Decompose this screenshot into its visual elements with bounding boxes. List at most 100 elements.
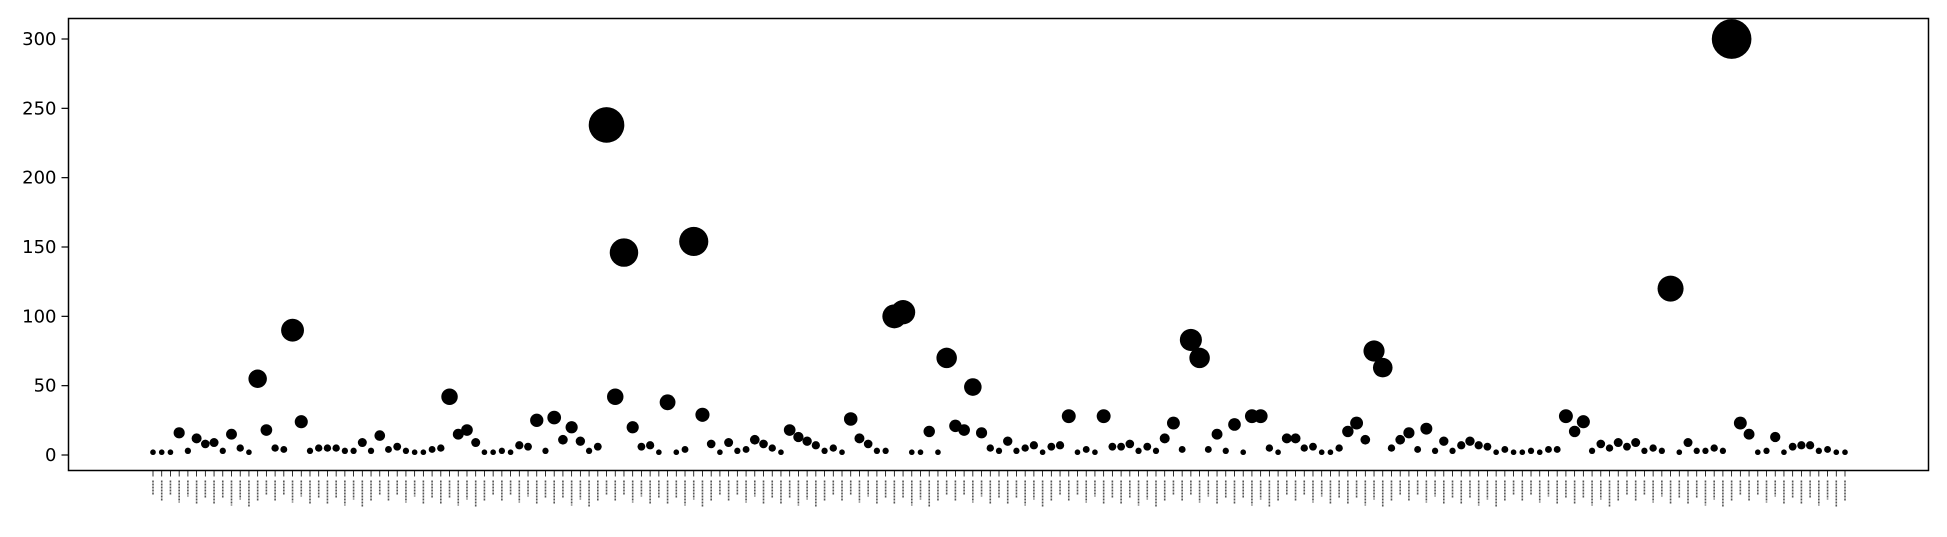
data-point <box>626 421 639 434</box>
data-point <box>1253 409 1268 424</box>
x-axis <box>152 470 1846 507</box>
y-tick-label: 100 <box>22 306 56 327</box>
data-point <box>1143 442 1152 451</box>
data-point <box>452 428 464 440</box>
data-point <box>1039 449 1046 456</box>
data-point <box>1178 446 1186 453</box>
data-point <box>1318 449 1325 456</box>
data-point <box>530 413 544 427</box>
data-point <box>593 442 602 451</box>
data-point <box>1711 19 1752 59</box>
y-tick-label: 0 <box>45 445 56 466</box>
data-point <box>1204 446 1212 453</box>
data-point <box>1536 449 1543 456</box>
data-point <box>1605 444 1614 452</box>
data-point <box>542 447 549 454</box>
data-point <box>986 444 994 452</box>
data-point <box>1788 442 1797 451</box>
data-point <box>1167 416 1180 430</box>
data-point <box>646 441 655 450</box>
data-point <box>1545 446 1552 453</box>
data-point <box>783 424 796 436</box>
data-point <box>1335 444 1343 452</box>
data-point <box>1631 438 1641 448</box>
data-point <box>854 433 865 444</box>
data-point <box>821 447 828 454</box>
data-point <box>768 444 776 452</box>
data-point <box>588 107 625 143</box>
data-point <box>191 433 202 444</box>
data-point <box>246 449 252 456</box>
data-point <box>341 447 349 454</box>
data-point <box>1211 428 1223 440</box>
data-point <box>882 447 889 454</box>
data-point <box>236 444 244 452</box>
data-point <box>1576 415 1590 429</box>
data-point <box>964 378 982 396</box>
data-point <box>742 446 750 453</box>
data-point <box>1710 444 1718 452</box>
y-axis: 0 50 100 150 200 250 300 <box>22 29 69 466</box>
data-point <box>248 369 267 388</box>
data-point <box>565 421 578 434</box>
data-point <box>1125 439 1135 449</box>
data-point <box>1474 441 1483 450</box>
data-point <box>1568 425 1581 438</box>
data-point <box>558 434 568 445</box>
data-point <box>1797 441 1806 450</box>
data-point <box>1465 436 1475 446</box>
data-point <box>1152 447 1160 454</box>
data-point <box>1623 442 1631 451</box>
data-point <box>1281 433 1292 444</box>
data-point <box>681 446 689 453</box>
y-tick-label: 300 <box>22 29 56 50</box>
data-point <box>1135 447 1142 454</box>
data-point <box>843 412 858 426</box>
data-point <box>1021 444 1029 452</box>
data-point <box>873 447 881 454</box>
data-point <box>1754 449 1761 456</box>
data-point <box>1265 444 1274 452</box>
data-point <box>260 424 273 436</box>
data-point <box>1501 446 1509 453</box>
data-point <box>323 444 332 452</box>
data-point <box>734 447 741 454</box>
data-point <box>1003 436 1013 446</box>
data-point <box>281 318 304 342</box>
data-point <box>1693 447 1700 454</box>
data-point <box>1824 446 1831 453</box>
data-point <box>673 449 680 456</box>
data-point <box>1350 416 1364 430</box>
data-point <box>226 428 237 440</box>
data-point <box>975 427 988 439</box>
data-point <box>695 407 710 422</box>
data-point <box>1055 441 1065 450</box>
data-point <box>173 427 185 439</box>
data-point <box>1096 409 1111 424</box>
data-point <box>1805 441 1815 450</box>
data-point <box>935 449 941 456</box>
data-point <box>1719 447 1727 454</box>
data-point <box>219 447 226 454</box>
data-point <box>575 436 586 446</box>
data-point <box>759 439 768 449</box>
y-tick-label: 250 <box>22 98 56 119</box>
data-point <box>793 431 804 443</box>
data-point <box>1240 449 1247 456</box>
data-point <box>1519 449 1526 456</box>
data-point <box>1743 428 1755 440</box>
data-point <box>1733 416 1747 430</box>
data-point <box>706 439 716 449</box>
data-point <box>1414 446 1422 453</box>
data-point <box>315 444 323 452</box>
data-points <box>150 19 1848 456</box>
data-point <box>411 449 418 456</box>
data-point <box>420 449 427 456</box>
plot-frame <box>67 17 1930 472</box>
data-point <box>917 449 924 456</box>
data-point <box>1483 442 1492 451</box>
data-point <box>547 410 562 425</box>
data-point <box>1676 449 1683 456</box>
data-point <box>1558 409 1573 424</box>
data-point <box>936 347 957 369</box>
